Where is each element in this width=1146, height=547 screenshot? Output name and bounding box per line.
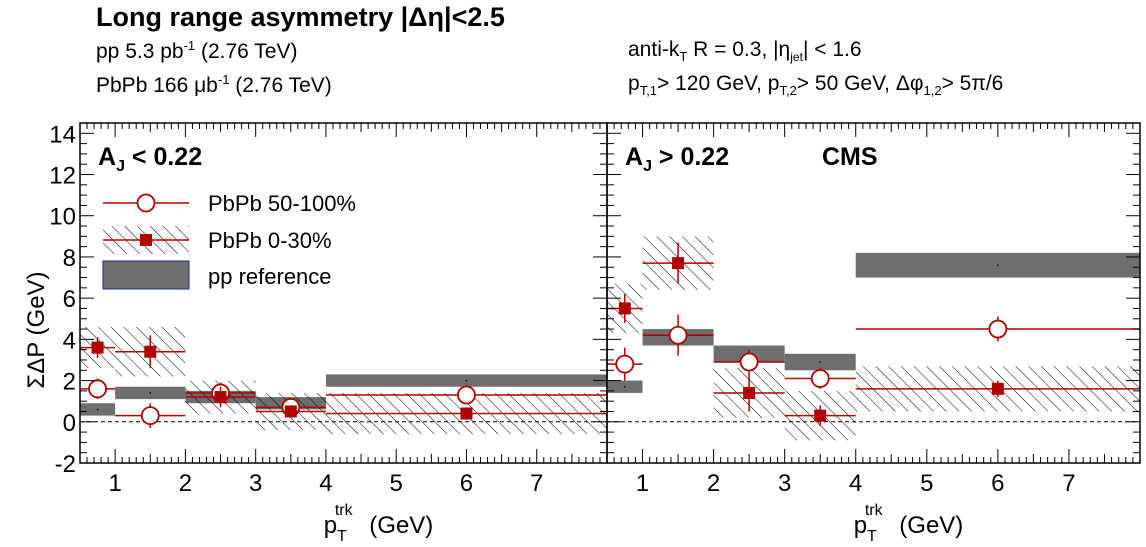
central-point	[618, 302, 631, 315]
x-tick-label: 5	[920, 470, 933, 497]
peripheral-point	[615, 354, 635, 374]
pp-reference-point	[997, 264, 999, 266]
experiment-label: CMS	[822, 143, 878, 171]
central-point	[214, 391, 227, 404]
panel-2	[606, 122, 1141, 464]
central-point	[284, 405, 297, 418]
y-tick-label: 14	[49, 121, 76, 148]
x-tick-label: 4	[849, 470, 862, 497]
pp-reference-point	[465, 379, 468, 382]
y-tick-label: 4	[63, 327, 76, 354]
jet-definition-label: anti-kT R = 0.3, |ηjet| < 1.6	[628, 38, 862, 65]
legend-label-central: PbPb 0-30%	[208, 228, 332, 253]
x-tick-label: 5	[390, 470, 403, 497]
chart-title: Long range asymmetry |Δη|<2.5	[96, 2, 505, 32]
peripheral-point	[668, 325, 688, 345]
x-axis-title: pTtrk (GeV)	[854, 502, 964, 545]
peripheral-point	[810, 369, 830, 388]
peripheral-point	[140, 406, 160, 426]
x-tick-label: 1	[108, 470, 121, 497]
legend-peripheral-marker	[136, 193, 156, 213]
x-tick-label: 2	[707, 470, 720, 497]
x-tick-label: 7	[530, 470, 543, 497]
y-tick-label: 6	[63, 286, 76, 313]
y-tick-label: -2	[55, 451, 76, 478]
central-point	[144, 345, 157, 358]
pp-reference-point	[623, 385, 626, 388]
lumi-pbpb-label: PbPb 166 μb-1 (2.76 TeV)	[96, 72, 332, 97]
peripheral-point	[988, 319, 1008, 339]
y-tick-label: 10	[49, 204, 76, 231]
pp-reference-point	[96, 408, 99, 411]
pp-reference-point	[819, 361, 821, 363]
central-point	[743, 386, 756, 399]
legend-label-peripheral: PbPb 50-100%	[208, 191, 356, 216]
legend-label-pp: pp reference	[208, 264, 332, 289]
panel-label: AJ > 0.22	[625, 143, 729, 175]
lumi-pp-label: pp 5.3 pb-1 (2.76 TeV)	[96, 38, 298, 63]
x-axis-title: pTtrk (GeV)	[324, 502, 434, 545]
central-point	[814, 409, 827, 422]
legend-pp-box	[102, 260, 190, 290]
x-tick-label: 3	[249, 470, 262, 497]
x-tick-label: 3	[778, 470, 791, 497]
x-tick-label: 1	[636, 470, 649, 497]
x-tick-label: 7	[1062, 470, 1075, 497]
legend-central-marker	[140, 234, 152, 246]
legend	[102, 193, 190, 290]
central-point	[460, 407, 473, 420]
y-tick-label: 8	[63, 245, 76, 272]
panel-1	[79, 122, 608, 464]
x-tick-label: 6	[460, 470, 473, 497]
y-axis-title: ΣΔP (GeV)	[23, 271, 50, 388]
y-tick-label: 0	[63, 410, 76, 437]
pp-reference-point	[149, 392, 152, 394]
peripheral-point	[88, 379, 107, 399]
jet-cuts-label: pT,1> 120 GeV, pT,2> 50 GeV, Δφ1,2> 5π/6	[628, 72, 1004, 99]
central-point	[991, 382, 1004, 395]
peripheral-point	[739, 352, 759, 372]
x-tick-label: 6	[991, 470, 1004, 497]
central-point	[672, 257, 685, 270]
peripheral-point	[457, 385, 476, 405]
panel-frame	[606, 122, 1141, 464]
x-tick-label: 2	[179, 470, 192, 497]
x-tick-label: 4	[319, 470, 332, 497]
y-tick-label: 2	[63, 369, 76, 396]
central-point	[91, 341, 104, 354]
y-tick-label: 12	[49, 163, 76, 190]
panel-label: AJ < 0.22	[98, 143, 202, 175]
